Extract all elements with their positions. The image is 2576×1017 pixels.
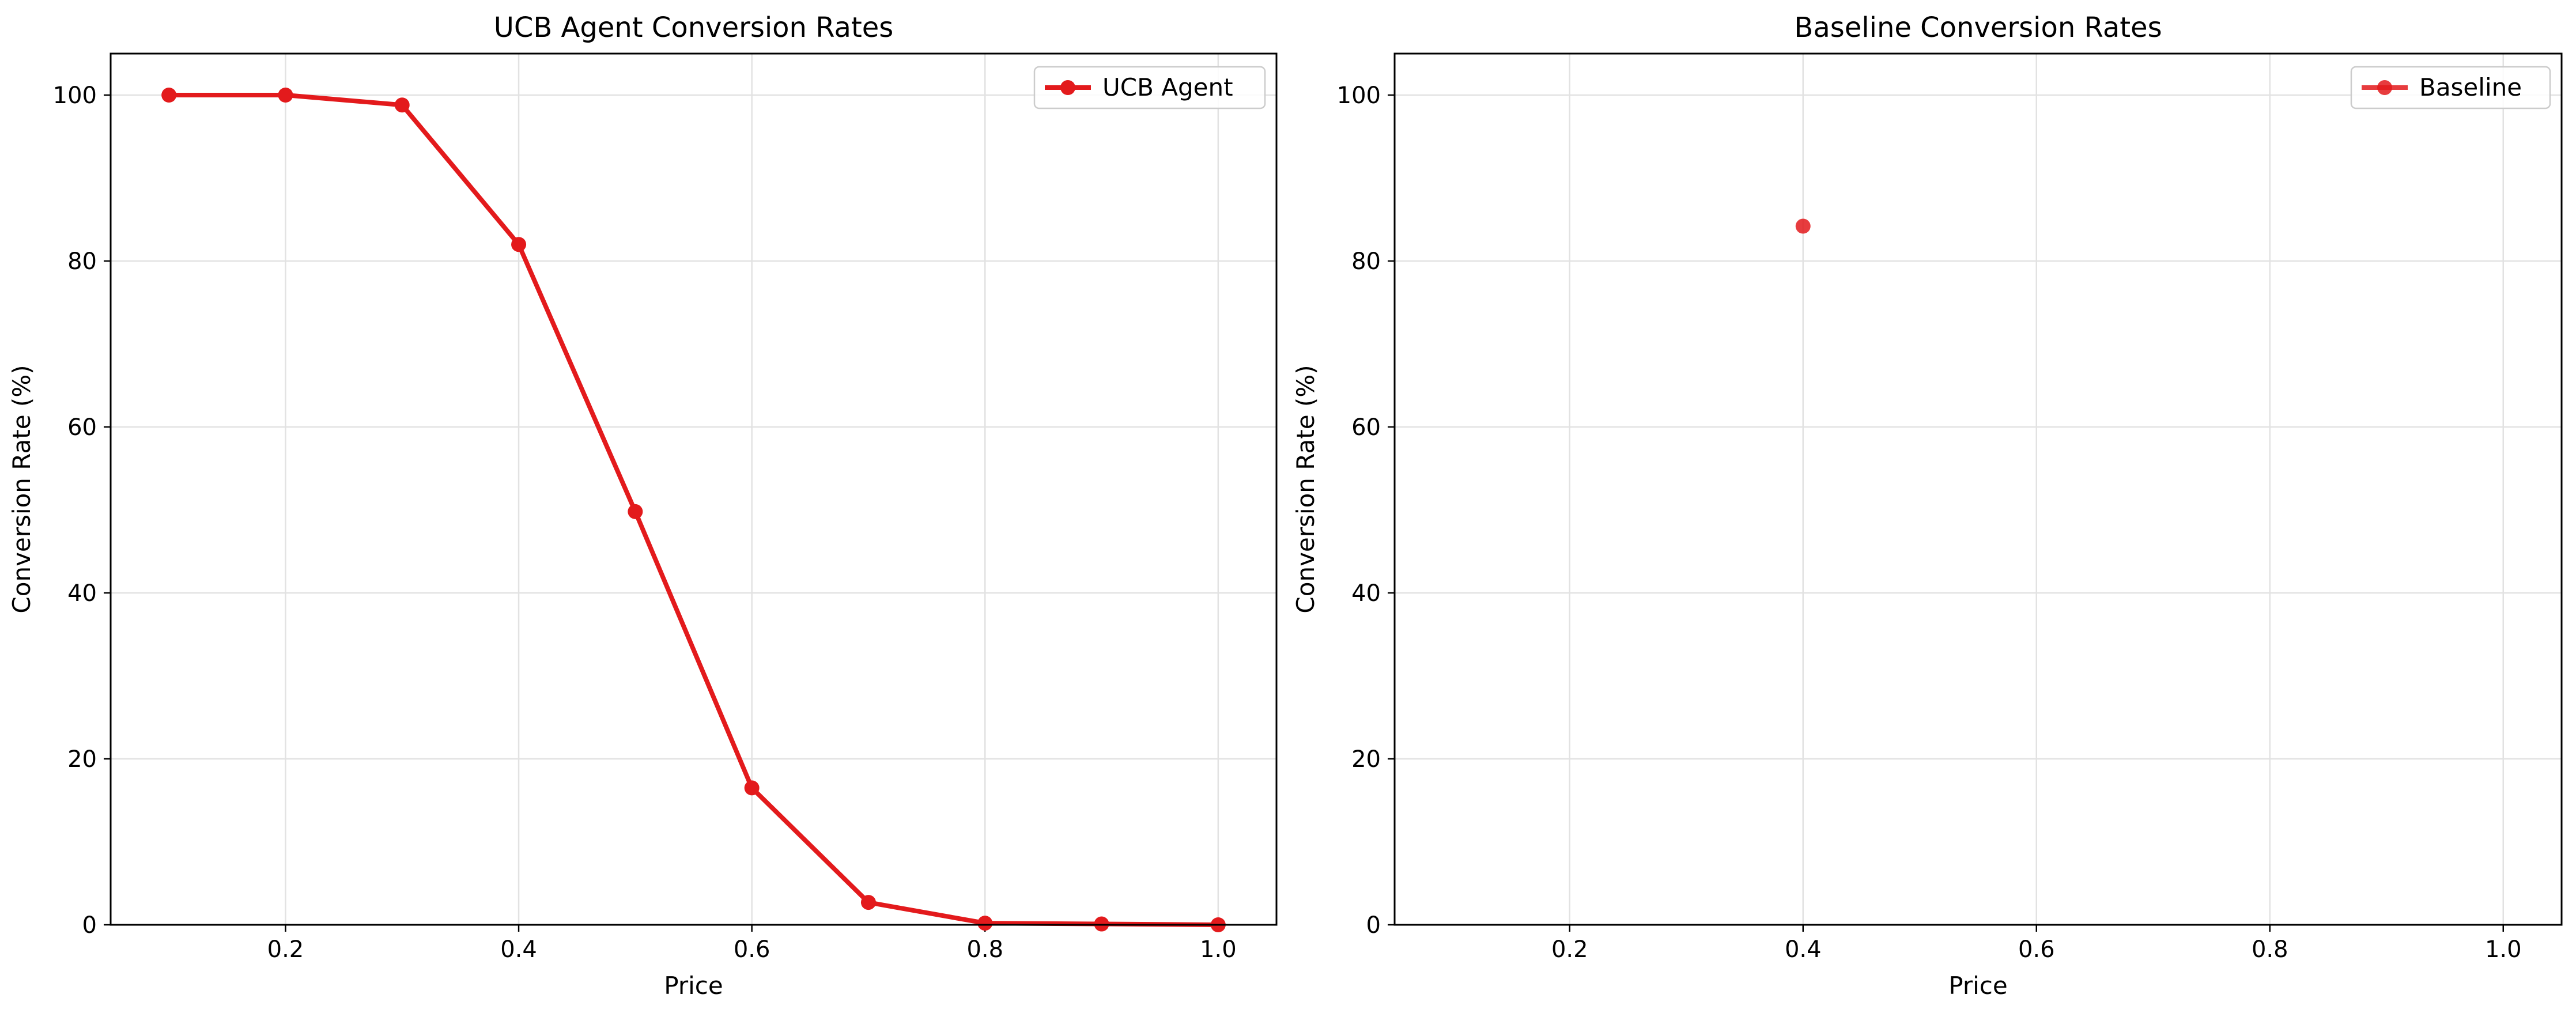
y-tick-label: 60: [67, 414, 97, 441]
y-tick-label: 0: [82, 912, 97, 939]
y-axis-label: Conversion Rate (%): [7, 365, 36, 613]
x-tick-label: 0.4: [500, 936, 537, 963]
baseline-panel: 0.2 0.4 0.6 0.8 1.0 0 20 40 60 80 100 Baseline Conv…: [1291, 12, 2563, 1000]
y-tick-label: 80: [1351, 248, 1381, 275]
y-tick-label: 20: [67, 746, 97, 773]
legend-box: [2350, 66, 2551, 109]
x-tick-label: 0.2: [267, 936, 304, 963]
y-tick-label: 20: [1351, 746, 1381, 773]
data-point: [511, 237, 527, 252]
x-tick-label: 0.6: [734, 936, 770, 963]
x-axis-label: Price: [664, 971, 723, 1000]
x-tick-label: 0.4: [1785, 936, 1822, 963]
y-tick-label: 40: [67, 580, 97, 607]
series-line: [169, 93, 1218, 927]
legend-label: UCB Agent: [1102, 73, 1233, 101]
axes-frame: [109, 52, 1278, 926]
x-tick-label: 0.8: [966, 936, 1003, 963]
y-tick-label: 100: [53, 82, 97, 109]
y-tick-label: 0: [1366, 912, 1381, 939]
x-axis-label: Price: [1948, 971, 2007, 1000]
data-point: [278, 88, 293, 103]
legend-box: [1033, 66, 1266, 109]
legend-marker: [1060, 80, 1075, 95]
axes-frame: [1393, 52, 2563, 926]
data-point: [161, 88, 177, 103]
x-tick-label: 0.6: [2018, 936, 2055, 963]
legend-marker: [2377, 80, 2392, 95]
data-point: [744, 780, 760, 796]
y-tick-label: 60: [1351, 414, 1381, 441]
legend-label: Baseline: [2419, 73, 2522, 101]
y-tick-label: 80: [67, 248, 97, 275]
ucb-agent-panel: 0.2 0.4 0.6 0.8 1.0 0 20 40 60 80 100 UCB Agent Con…: [7, 12, 1278, 1000]
y-tick-label: 40: [1351, 580, 1381, 607]
data-point: [628, 504, 643, 519]
x-tick-label: 1.0: [1200, 936, 1237, 963]
x-tick-label: 1.0: [2485, 936, 2522, 963]
y-tick-label: 100: [1337, 82, 1381, 109]
data-point: [1795, 218, 1811, 234]
x-tick-label: 0.2: [1551, 936, 1588, 963]
x-tick-label: 0.8: [2252, 936, 2288, 963]
data-point: [394, 97, 410, 113]
chart-title: Baseline Conversion Rates: [1794, 12, 2162, 44]
chart-title: UCB Agent Conversion Rates: [494, 12, 894, 44]
y-axis-label: Conversion Rate (%): [1291, 365, 1320, 613]
data-point: [977, 916, 993, 931]
data-point: [860, 895, 876, 910]
